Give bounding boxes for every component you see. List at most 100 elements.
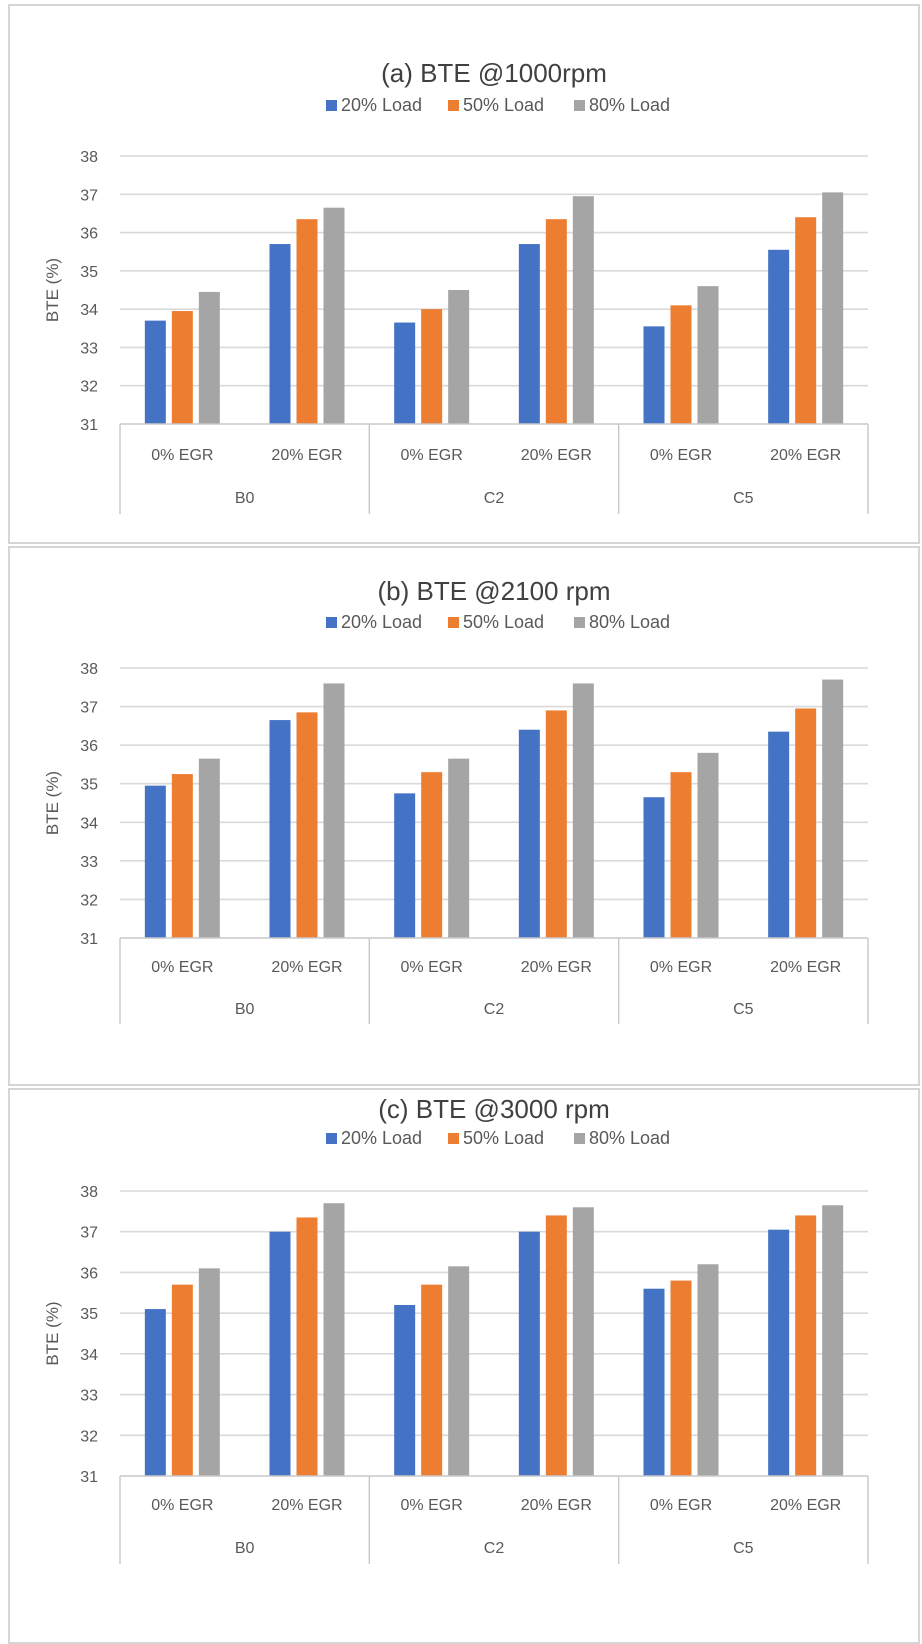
bar-a-s2-c3: [421, 309, 443, 424]
bar-a-s3-c4: [572, 196, 594, 424]
chart-panel-c: (c) BTE @3000 rpm 20% Load 50% Load 80% Loa…: [8, 1088, 920, 1644]
chart-b-svg: (b) BTE @2100 rpm 20% Load 50% Load 80% Loa…: [43, 576, 869, 1024]
bar-a-s1-c4: [518, 244, 540, 424]
chart-panel-b: (b) BTE @2100 rpm 20% Load 50% Load 80% Loa…: [8, 546, 920, 1086]
y-tick-label: 32: [80, 379, 98, 396]
y-tick-label: 33: [80, 854, 98, 871]
y-tick-label: 35: [80, 1306, 98, 1323]
y-axis-label: BTE (%): [43, 258, 62, 322]
bar-b-s1-c3: [394, 793, 416, 938]
y-tick-label: 31: [80, 931, 98, 948]
bar-c-s2-c3: [421, 1284, 443, 1476]
bar-b-s1-c6: [768, 731, 790, 938]
chart-b-title: (b) BTE @2100 rpm: [377, 576, 610, 606]
bar-c-s1-c1: [144, 1309, 166, 1476]
bar-a-s2-c4: [545, 219, 567, 424]
x-category-label: 0% EGR: [151, 1497, 213, 1514]
y-tick-label: 33: [80, 340, 98, 357]
x-category-label: 20% EGR: [770, 447, 841, 464]
legend-swatch-1: [326, 1133, 337, 1144]
y-axis-label: BTE (%): [43, 1301, 62, 1365]
x-category-label: 0% EGR: [401, 447, 463, 464]
y-tick-label: 31: [80, 1469, 98, 1486]
bar-b-s1-c2: [269, 720, 291, 938]
y-tick-label: 36: [80, 226, 98, 243]
bar-b-s3-c2: [323, 683, 345, 938]
y-tick-label: 34: [80, 1347, 98, 1364]
bar-c-s2-c5: [670, 1280, 692, 1476]
bar-b-s3-c3: [448, 758, 470, 938]
legend-swatch-3: [574, 1133, 585, 1144]
legend-swatch-2: [448, 100, 459, 111]
legend-swatch-2: [448, 617, 459, 628]
x-category-label: 0% EGR: [650, 447, 712, 464]
legend-label-2: 50% Load: [463, 95, 544, 115]
x-category-label: 20% EGR: [521, 1497, 592, 1514]
bar-a-s1-c6: [768, 249, 790, 424]
x-group-label: C2: [484, 490, 505, 507]
bar-a-s3-c5: [697, 286, 719, 424]
x-group-label: B0: [235, 1001, 255, 1018]
y-tick-label: 34: [80, 815, 98, 832]
bar-b-s2-c2: [296, 712, 318, 938]
x-category-label: 20% EGR: [271, 447, 342, 464]
y-tick-label: 34: [80, 302, 98, 319]
bar-b-s3-c5: [697, 752, 719, 938]
y-tick-label: 37: [80, 187, 98, 204]
bar-c-s3-c1: [198, 1268, 220, 1476]
bar-c-s1-c6: [768, 1229, 790, 1476]
legend-swatch-1: [326, 617, 337, 628]
bar-c-s3-c6: [822, 1205, 844, 1476]
bar-a-s1-c5: [643, 326, 665, 424]
bar-c-s2-c4: [545, 1215, 567, 1476]
bar-c-s1-c4: [518, 1231, 540, 1476]
x-group-label: B0: [235, 1540, 255, 1557]
legend-label-3: 80% Load: [589, 1128, 670, 1148]
x-category-label: 0% EGR: [401, 959, 463, 976]
bar-a-s1-c1: [144, 320, 166, 424]
x-category-label: 20% EGR: [770, 1497, 841, 1514]
bar-b-s2-c3: [421, 772, 443, 938]
x-group-label: B0: [235, 490, 255, 507]
bar-c-s1-c3: [394, 1305, 416, 1476]
x-group-label: C2: [484, 1540, 505, 1557]
chart-a-title: (a) BTE @1000rpm: [381, 58, 607, 88]
chart-panel-a: (a) BTE @1000rpm 20% Load 50% Load 80% Load…: [8, 4, 920, 544]
bar-b-s2-c1: [171, 774, 193, 938]
y-tick-label: 32: [80, 1428, 98, 1445]
chart-c-svg: (c) BTE @3000 rpm 20% Load 50% Load 80% Loa…: [43, 1094, 869, 1564]
bar-c-s2-c2: [296, 1217, 318, 1476]
bar-a-s2-c2: [296, 219, 318, 424]
x-category-label: 0% EGR: [650, 1497, 712, 1514]
bar-a-s2-c5: [670, 305, 692, 424]
bar-a-s3-c2: [323, 207, 345, 424]
bar-c-s3-c4: [572, 1207, 594, 1476]
y-tick-label: 35: [80, 264, 98, 281]
bar-a-s1-c2: [269, 244, 291, 424]
bar-c-s1-c2: [269, 1231, 291, 1476]
bar-b-s1-c4: [518, 729, 540, 938]
x-category-label: 20% EGR: [521, 447, 592, 464]
x-group-label: C5: [733, 1001, 754, 1018]
y-tick-label: 38: [80, 1184, 98, 1201]
legend-swatch-3: [574, 617, 585, 628]
bar-a-s3-c6: [822, 192, 844, 424]
bar-b-s2-c6: [795, 708, 817, 938]
bar-b-s2-c5: [670, 772, 692, 938]
y-tick-label: 32: [80, 892, 98, 909]
x-category-label: 0% EGR: [151, 959, 213, 976]
y-tick-label: 36: [80, 1265, 98, 1282]
x-category-label: 20% EGR: [770, 959, 841, 976]
legend-swatch-3: [574, 100, 585, 111]
bar-c-s3-c5: [697, 1264, 719, 1476]
legend-label-3: 80% Load: [589, 612, 670, 632]
x-group-label: C2: [484, 1001, 505, 1018]
y-tick-label: 35: [80, 777, 98, 794]
bar-a-s2-c6: [795, 217, 817, 424]
bar-c-s1-c5: [643, 1288, 665, 1476]
chart-c-title: (c) BTE @3000 rpm: [378, 1094, 610, 1124]
bar-b-s1-c1: [144, 785, 166, 938]
x-category-label: 0% EGR: [151, 447, 213, 464]
bar-c-s3-c2: [323, 1203, 345, 1476]
x-category-label: 20% EGR: [271, 1497, 342, 1514]
